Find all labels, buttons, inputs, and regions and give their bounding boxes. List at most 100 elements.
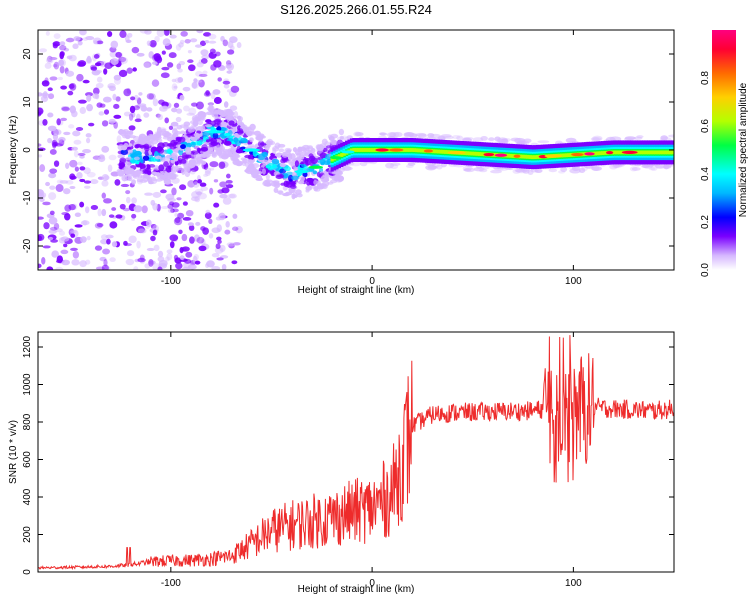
spectrogram-cell: [83, 167, 91, 175]
spectrogram-cell: [171, 128, 178, 135]
spectrogram-cell: [180, 158, 187, 164]
spectrogram-cell: [317, 159, 326, 164]
spectrogram-cell: [165, 256, 170, 262]
spectrogram-cell: [512, 168, 521, 174]
spectrogram-cell: [468, 151, 472, 156]
spectrogram-cell: [659, 150, 663, 155]
spectrogram-cell: [46, 55, 53, 63]
spectrogram-cell: [60, 85, 67, 90]
spectrogram-cell: [180, 130, 186, 135]
spectrogram-cell: [187, 59, 194, 63]
spectrogram-cell: [38, 92, 43, 97]
spectrogram-cell: [79, 178, 86, 183]
spectrogram-cell: [173, 156, 179, 162]
spectrogram-cell: [94, 245, 103, 251]
spectrogram-cell: [51, 250, 59, 258]
spectrogram-cell: [340, 153, 344, 157]
spectrogram-cell: [236, 115, 242, 120]
spectrogram-cell: [65, 180, 74, 185]
spectrogram-cell: [72, 43, 79, 50]
spectrogram-cell: [265, 143, 271, 148]
spectrogram-cell: [162, 142, 169, 147]
spectrogram-cell: [480, 135, 488, 141]
spectrogram-cell: [320, 175, 328, 183]
snr-ytick-label: 400: [22, 488, 33, 505]
spectrogram-ytick-label: 20: [22, 48, 33, 60]
spectrogram-cell: [141, 205, 148, 214]
spectrogram-cell: [133, 266, 139, 270]
spectrogram-cell: [205, 139, 211, 143]
spectrogram-cell: [65, 37, 75, 43]
spectrogram-cell: [256, 174, 263, 181]
spectrogram-cell: [48, 172, 57, 179]
spectrogram-cell: [223, 133, 231, 137]
spectrogram-cell: [44, 62, 52, 69]
spectrogram-cell: [104, 62, 113, 70]
spectrogram-cell: [55, 184, 64, 192]
spectrogram-cell: [44, 77, 49, 84]
spectrogram-cell: [223, 140, 232, 146]
spectrogram-cell: [133, 105, 140, 111]
spectrogram-heatmap: [38, 30, 674, 270]
spectrogram-cell: [178, 229, 183, 235]
spectrogram-cell: [155, 113, 161, 118]
spectrogram-cell: [225, 179, 233, 184]
spectrogram-cell: [221, 263, 227, 270]
spectrogram-cell: [164, 117, 170, 124]
spectrogram-cell: [221, 127, 229, 132]
colorbar-gradient: [712, 30, 736, 270]
spectrogram-cell: [280, 158, 286, 164]
spectrogram-cell: [110, 58, 119, 66]
spectrogram-cell: [247, 154, 255, 160]
spectrogram-cell: [116, 135, 122, 143]
spectrogram-cell: [117, 144, 125, 151]
spectrogram-cell: [168, 52, 177, 59]
spectrogram-cell: [144, 192, 153, 196]
spectrogram-cell: [131, 213, 137, 219]
spectrogram-cell: [415, 148, 419, 153]
spectrogram-cell: [624, 136, 636, 141]
spectrogram-cell: [133, 205, 143, 213]
spectrogram-cell: [149, 39, 157, 48]
spectrogram-cell: [53, 33, 61, 39]
spectrogram-cell: [197, 157, 202, 165]
spectrogram-cell: [76, 61, 86, 67]
spectrogram-cell: [644, 150, 648, 155]
spectrogram-cell: [129, 105, 136, 114]
spectrogram-cell: [242, 138, 249, 144]
spectrogram-cell: [213, 119, 221, 123]
spectrogram-cell: [646, 150, 651, 155]
spectrogram-cell: [173, 254, 179, 261]
spectrogram-cell: [47, 112, 54, 118]
spectrogram-cell: [60, 236, 70, 242]
spectrogram-xtick-label: -100: [161, 276, 181, 287]
spectrogram-cell: [72, 130, 81, 137]
spectrogram-cell: [218, 161, 226, 169]
spectrogram-cell: [327, 134, 333, 140]
spectrogram-cell: [379, 132, 386, 136]
spectrogram-cell: [170, 121, 179, 127]
spectrogram-cell: [228, 193, 237, 199]
spectrogram-cell: [200, 125, 206, 132]
spectrogram-cell: [431, 149, 436, 154]
spectrogram-cell: [435, 164, 443, 170]
spectrogram-cell: [175, 116, 182, 123]
spectrogram-cell: [337, 154, 341, 159]
spectrogram-cell: [198, 73, 208, 77]
spectrogram-cell: [186, 142, 192, 148]
colorbar-tick-label: 0.4: [700, 167, 711, 181]
spectrogram-cell: [103, 198, 112, 204]
spectrogram-cell: [666, 150, 670, 155]
spectrogram-cell: [294, 160, 299, 167]
colorbar-label: Normalized spectral amplitude: [738, 82, 749, 217]
spectrogram-cell: [281, 151, 289, 158]
spectrogram-cell: [41, 256, 46, 265]
spectrogram-cell: [79, 260, 87, 268]
spectrogram-cell: [179, 94, 185, 101]
spectrogram-cell: [291, 175, 299, 181]
spectrogram-cell: [494, 153, 508, 157]
spectrogram-cell: [451, 135, 461, 140]
spectrogram-cell: [82, 220, 88, 226]
snr-ytick-label: 600: [22, 451, 33, 468]
spectrogram-cell: [206, 260, 215, 268]
